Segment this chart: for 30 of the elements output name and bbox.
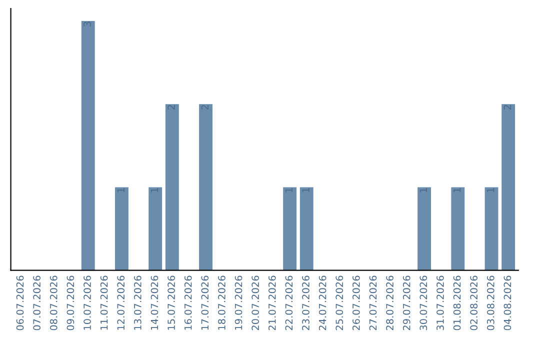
x-tick-label: 25.07.2026 (336, 276, 344, 330)
x-tick-label: 14.07.2026 (150, 276, 158, 330)
x-tick-label: 28.07.2026 (386, 276, 394, 330)
x-tick-label: 08.07.2026 (50, 276, 58, 330)
x-tick-label: 07.07.2026 (33, 276, 41, 330)
x-tick-label: 23.07.2026 (302, 276, 310, 330)
x-tick-label: 17.07.2026 (201, 276, 209, 330)
x-tick-label: 12.07.2026 (117, 276, 125, 330)
x-tick-label: 16.07.2026 (184, 276, 192, 330)
x-tick-label: 15.07.2026 (168, 276, 175, 330)
x-tick-label: 19.07.2026 (234, 276, 242, 330)
x-tick-label: 21.07.2026 (268, 276, 276, 330)
x-tick-label: 03.08.2026 (486, 276, 494, 330)
x-tick-label: 09.07.2026 (66, 276, 74, 330)
x-tick-label: 13.07.2026 (134, 276, 142, 330)
x-tick-label: 10.07.2026 (84, 276, 91, 330)
x-tick-label: 11.07.2026 (100, 276, 108, 330)
x-tick-label: 29.07.2026 (402, 276, 410, 330)
x-tick-label: 26.07.2026 (352, 276, 360, 330)
x-tick-label: 24.07.2026 (318, 276, 326, 330)
x-tick-label: 30.07.2026 (420, 276, 428, 330)
x-tick-label: 06.07.2026 (16, 276, 24, 330)
x-tick-label: 18.07.2026 (218, 276, 226, 330)
x-tick-label: 04.08.2026 (504, 276, 512, 330)
x-tick-label: 20.07.2026 (252, 276, 260, 330)
x-tick-label: 02.08.2026 (470, 276, 478, 330)
x-tick-label: 22.07.2026 (285, 276, 293, 330)
x-tick-label: 31.07.2026 (436, 276, 444, 330)
x-tick-label: 27.07.2026 (369, 276, 377, 330)
x-tick-label: 01.08.2026 (453, 276, 461, 330)
